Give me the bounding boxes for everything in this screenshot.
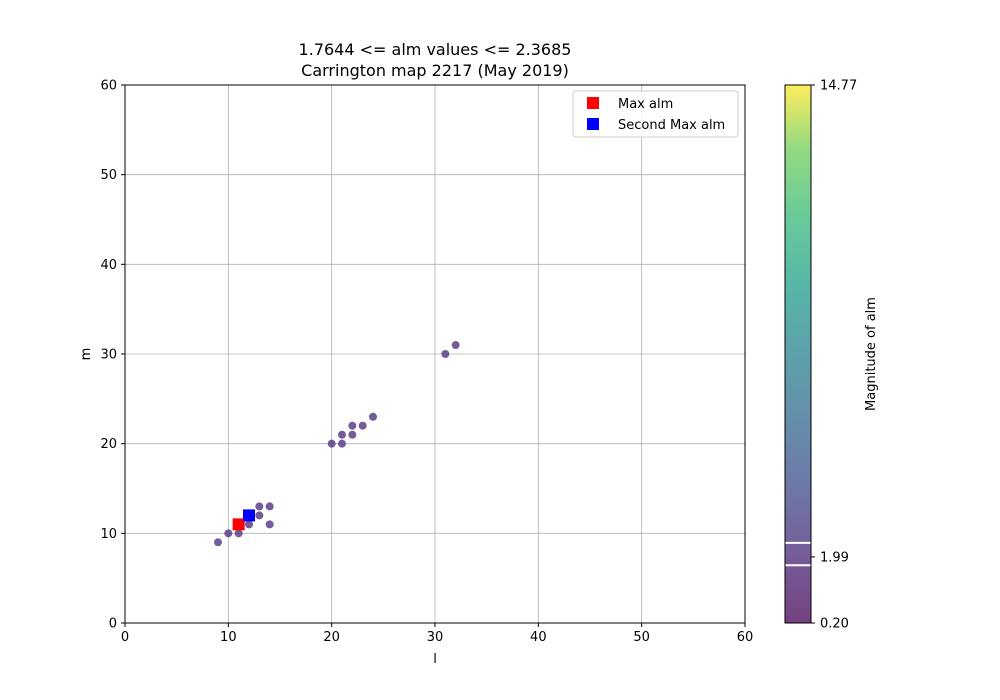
scatter-point <box>245 520 253 529</box>
x-axis-label: l <box>433 652 437 667</box>
y-tick-label: 30 <box>100 348 117 363</box>
scatter-point <box>348 430 357 439</box>
scatter-point <box>451 341 460 350</box>
highlight-markers <box>232 509 255 531</box>
y-tick-label: 50 <box>100 168 117 183</box>
chart-subtitle: Carrington map 2217 (May 2019) <box>301 61 569 80</box>
legend: Max alm Second Max alm <box>572 90 739 138</box>
colorbar-ticks: 0.20 1.99 14.77 <box>811 79 857 632</box>
colorbar-tick-label: 0.20 <box>820 617 849 632</box>
legend-label-second-max: Second Max alm <box>618 118 725 133</box>
second-max-alm-marker <box>243 509 255 522</box>
colorbar-tick-label: 14.77 <box>820 79 857 94</box>
scatter-point <box>265 520 274 529</box>
scatter-point <box>358 421 367 430</box>
scatter-point <box>224 529 233 538</box>
x-axis-ticks: 0 10 20 30 40 50 60 <box>121 623 753 645</box>
x-tick-label: 30 <box>427 630 444 645</box>
legend-label-max: Max alm <box>618 97 673 112</box>
x-tick-label: 40 <box>530 630 547 645</box>
scatter-point <box>441 350 450 358</box>
x-tick-label: 10 <box>220 630 237 645</box>
y-tick-label: 40 <box>100 258 117 273</box>
colorbar: 0.20 1.99 14.77 Magnitude of alm <box>784 79 879 632</box>
legend-box <box>572 90 739 138</box>
chart-title: 1.7644 <= alm values <= 2.3685 <box>299 40 572 59</box>
scatter-point <box>265 502 274 511</box>
y-axis-ticks: 0 10 20 30 40 50 60 <box>100 79 125 632</box>
scatter-point <box>255 502 264 511</box>
x-tick-label: 50 <box>633 630 650 645</box>
legend-swatch-max <box>587 97 599 109</box>
y-tick-label: 0 <box>109 617 117 632</box>
scatter-point <box>214 538 222 547</box>
colorbar-range-lines <box>785 541 811 567</box>
legend-swatch-second-max <box>587 118 599 130</box>
y-tick-label: 60 <box>100 79 117 94</box>
colorbar-gradient <box>785 85 811 623</box>
scatter-point <box>369 412 377 421</box>
x-tick-label: 20 <box>323 630 340 645</box>
x-tick-label: 0 <box>121 630 129 645</box>
y-tick-label: 10 <box>100 527 117 542</box>
scatter-point <box>327 439 336 448</box>
colorbar-frame <box>784 84 812 624</box>
scatter-point <box>255 511 264 520</box>
y-tick-label: 20 <box>100 437 117 452</box>
scatter-point <box>338 430 346 439</box>
scatter-point <box>234 529 243 538</box>
scatter-point <box>338 439 346 448</box>
max-alm-marker <box>232 518 245 531</box>
colorbar-tick-label: 1.99 <box>820 550 849 565</box>
x-tick-label: 60 <box>737 630 754 645</box>
scatter-point <box>348 421 357 430</box>
y-axis-label: m <box>79 348 94 361</box>
colorbar-label: Magnitude of alm <box>864 297 879 411</box>
